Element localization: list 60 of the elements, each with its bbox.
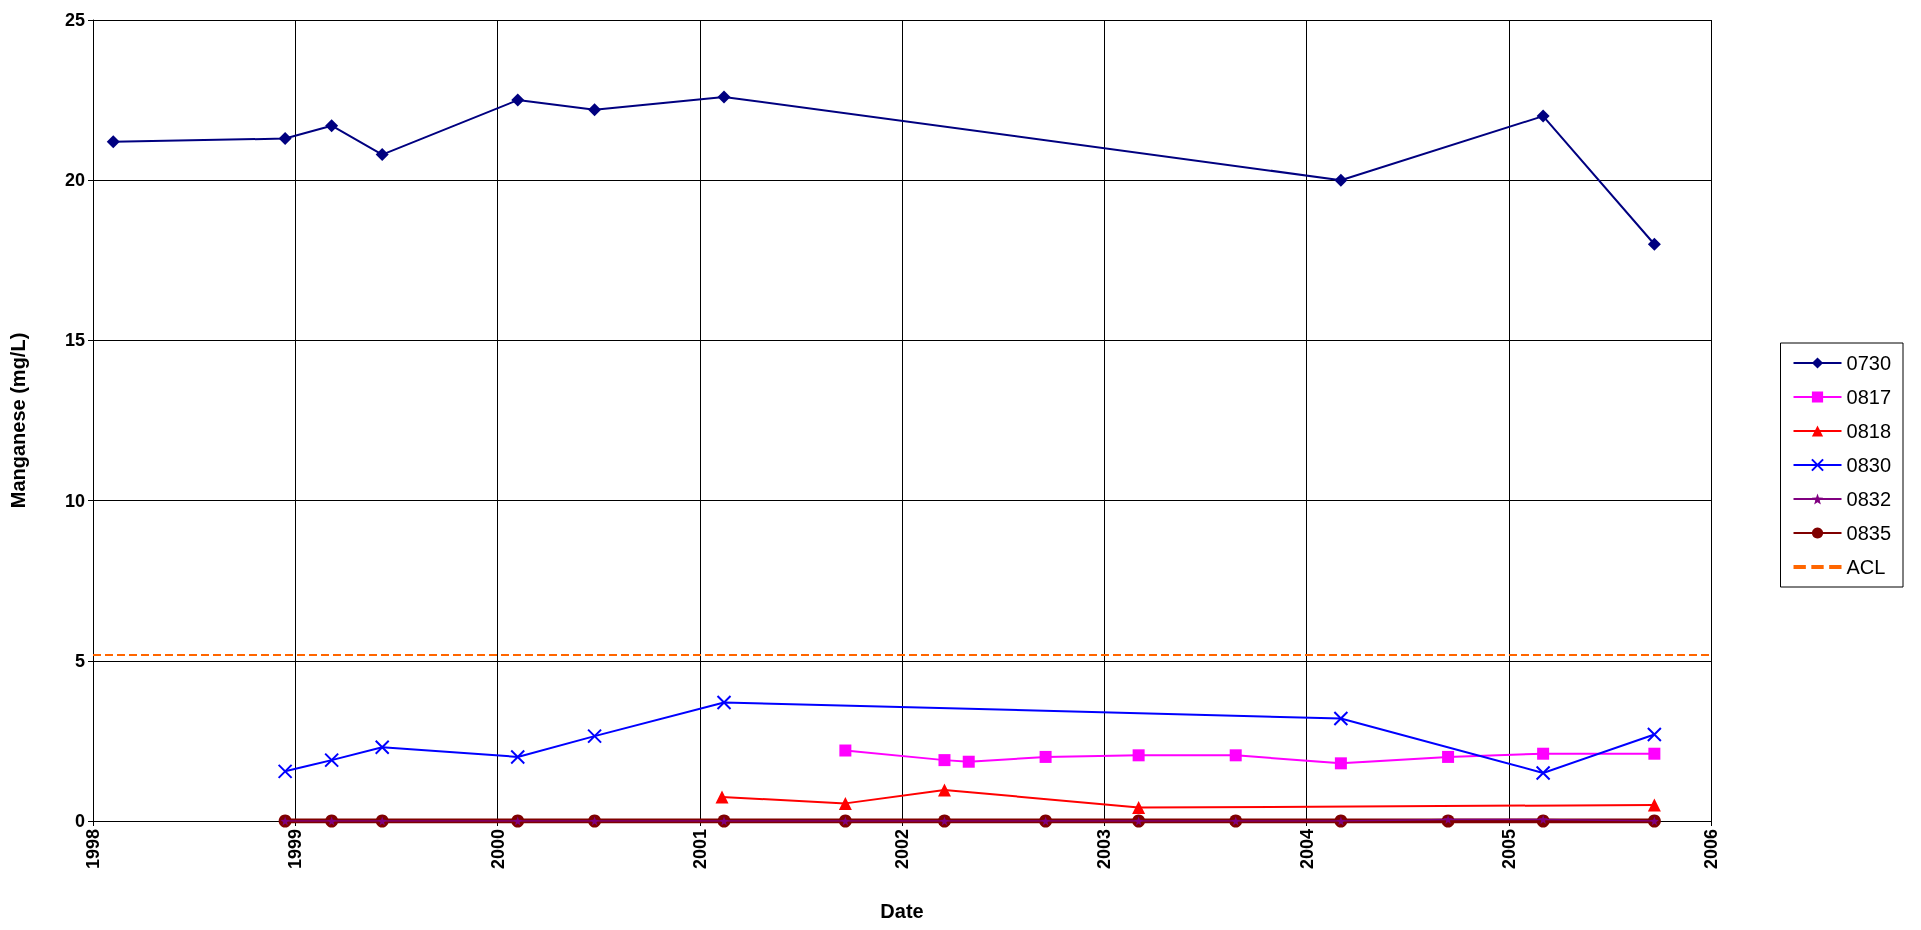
point xyxy=(588,103,602,117)
point xyxy=(937,783,951,797)
point xyxy=(938,754,951,767)
point xyxy=(324,752,340,768)
point xyxy=(717,90,731,104)
x-tick-label: 2003 xyxy=(1094,829,1115,870)
legend-label: 0832 xyxy=(1846,488,1892,510)
x-tick-label: 2004 xyxy=(1296,829,1317,870)
y-axis-title: Manganese (mg/L) xyxy=(7,332,29,509)
legend-label: 0817 xyxy=(1846,386,1892,408)
x-axis-title: Date xyxy=(880,900,924,922)
point xyxy=(1536,109,1550,123)
legend-label: 0730 xyxy=(1846,352,1892,374)
point xyxy=(277,763,293,779)
legend-label: 0818 xyxy=(1846,420,1892,442)
point xyxy=(1648,747,1661,760)
y-tick-label: 0 xyxy=(74,811,85,831)
point xyxy=(716,694,732,710)
point xyxy=(1229,749,1242,762)
point xyxy=(715,790,729,804)
point xyxy=(1535,765,1551,781)
point xyxy=(587,728,603,744)
point xyxy=(962,755,975,768)
point xyxy=(1647,798,1661,812)
point xyxy=(106,135,120,149)
point xyxy=(1538,814,1548,824)
point xyxy=(1442,750,1455,763)
point xyxy=(1334,173,1348,187)
point xyxy=(1334,757,1347,770)
y-tick-label: 10 xyxy=(64,490,85,511)
y-tick-label: 20 xyxy=(64,170,85,191)
point xyxy=(510,749,526,765)
x-tick-label: 2000 xyxy=(487,829,508,870)
legend-label: 0830 xyxy=(1846,454,1892,476)
point xyxy=(1537,747,1550,760)
x-tick-label: 1999 xyxy=(285,829,306,870)
legend-label: 0835 xyxy=(1846,522,1892,544)
point xyxy=(1132,749,1145,762)
x-tick-label: 2006 xyxy=(1701,829,1721,870)
point xyxy=(839,744,852,757)
x-tick-label: 1998 xyxy=(83,829,103,870)
point xyxy=(838,796,852,810)
x-tick-label: 2002 xyxy=(892,829,912,870)
point xyxy=(1333,710,1349,726)
point xyxy=(375,148,389,162)
point xyxy=(1039,750,1052,763)
point xyxy=(1443,814,1453,824)
x-tick-label: 2005 xyxy=(1498,829,1519,870)
point xyxy=(325,119,339,133)
y-tick-label: 25 xyxy=(64,10,85,30)
point xyxy=(1132,801,1146,815)
point xyxy=(1646,726,1662,742)
point xyxy=(374,739,390,755)
y-tick-label: 5 xyxy=(74,650,85,671)
point xyxy=(1647,237,1661,251)
legend-label: ACL xyxy=(1846,556,1886,578)
x-tick-label: 2001 xyxy=(689,829,710,870)
y-tick-label: 15 xyxy=(64,330,85,351)
point xyxy=(511,93,525,107)
point xyxy=(278,132,292,146)
